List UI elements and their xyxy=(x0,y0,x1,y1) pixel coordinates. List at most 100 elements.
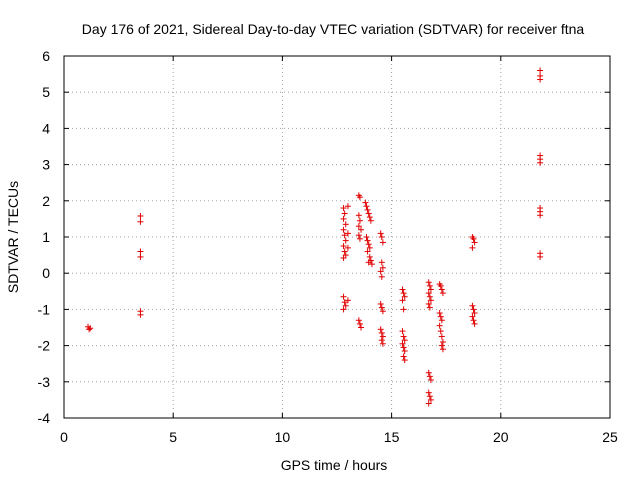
data-point xyxy=(137,253,144,260)
data-point xyxy=(469,313,476,320)
data-point xyxy=(340,254,347,261)
x-tick-label: 0 xyxy=(60,429,68,445)
data-point xyxy=(355,223,362,230)
data-point xyxy=(358,226,365,233)
data-point xyxy=(355,232,362,239)
data-point xyxy=(425,400,432,407)
data-point xyxy=(378,337,385,344)
data-point xyxy=(437,313,444,320)
data-point xyxy=(425,279,432,286)
y-tick-label: 2 xyxy=(42,193,50,209)
data-point xyxy=(426,293,433,300)
data-point xyxy=(471,320,478,327)
data-point xyxy=(379,333,386,340)
x-tick-label: 15 xyxy=(384,429,400,445)
data-point xyxy=(378,329,385,336)
plot-frame xyxy=(63,55,611,419)
data-point xyxy=(470,317,477,324)
data-point xyxy=(356,217,363,224)
y-tick-label: -3 xyxy=(38,374,51,390)
data-point xyxy=(356,320,363,327)
data-point xyxy=(437,328,444,335)
data-point xyxy=(340,215,347,222)
data-point xyxy=(426,282,433,289)
y-tick-label: 6 xyxy=(42,48,50,64)
data-point xyxy=(340,205,347,212)
data-point xyxy=(537,76,544,83)
data-point xyxy=(401,293,408,300)
data-point xyxy=(356,235,363,242)
data-point xyxy=(342,302,349,309)
data-point xyxy=(364,206,371,213)
data-point xyxy=(400,333,407,340)
data-point xyxy=(344,297,351,304)
x-tick-label: 20 xyxy=(493,429,509,445)
y-tick-label: 1 xyxy=(42,229,50,245)
data-point xyxy=(425,389,432,396)
data-point xyxy=(378,259,385,266)
data-point xyxy=(344,203,351,210)
data-point xyxy=(537,159,544,166)
data-point xyxy=(426,393,433,400)
data-point xyxy=(342,237,349,244)
data-point xyxy=(399,340,406,347)
data-point xyxy=(439,338,446,345)
data-point xyxy=(471,239,478,246)
data-point xyxy=(425,300,432,307)
data-point xyxy=(471,310,478,317)
data-point xyxy=(537,212,544,219)
data-point xyxy=(341,299,348,306)
data-point xyxy=(425,290,432,297)
data-point xyxy=(355,212,362,219)
data-point xyxy=(364,248,371,255)
data-point xyxy=(469,302,476,309)
data-point xyxy=(378,304,385,311)
data-point xyxy=(358,324,365,331)
data-point xyxy=(470,306,477,313)
data-point xyxy=(426,304,433,311)
data-point xyxy=(400,290,407,297)
y-tick-label: 4 xyxy=(42,120,50,136)
data-point xyxy=(436,310,443,317)
data-point xyxy=(400,306,407,313)
data-point xyxy=(400,344,407,351)
data-point xyxy=(438,286,445,293)
data-point xyxy=(427,376,434,383)
data-point xyxy=(427,297,434,304)
data-point xyxy=(87,325,94,332)
data-point xyxy=(436,322,443,329)
data-point xyxy=(401,337,408,344)
data-point xyxy=(356,194,363,201)
data-point xyxy=(86,326,93,333)
data-point xyxy=(439,290,446,297)
data-point xyxy=(364,237,371,244)
data-point xyxy=(341,210,348,217)
data-point xyxy=(379,264,386,271)
data-point xyxy=(377,230,384,237)
data-point xyxy=(367,217,374,224)
data-point xyxy=(368,261,375,268)
y-tick-label: -2 xyxy=(38,338,51,354)
data-point xyxy=(340,243,347,250)
data-point xyxy=(362,199,369,206)
data-point xyxy=(365,210,372,217)
data-point xyxy=(401,348,408,355)
x-axis-label: GPS time / hours xyxy=(281,457,388,473)
data-point xyxy=(400,353,407,360)
data-point xyxy=(537,253,544,260)
data-point xyxy=(437,282,444,289)
data-point xyxy=(366,244,373,251)
data-point xyxy=(137,311,144,318)
y-axis-label: SDTVAR / TECUs xyxy=(5,181,21,293)
data-point xyxy=(378,273,385,280)
data-point xyxy=(439,346,446,353)
data-point xyxy=(366,253,373,260)
grid xyxy=(64,56,610,418)
chart-title: Day 176 of 2021, Sidereal Day-to-day VTE… xyxy=(82,21,585,37)
data-point xyxy=(365,259,372,266)
data-point xyxy=(377,326,384,333)
data-point xyxy=(377,268,384,275)
data-point xyxy=(355,317,362,324)
